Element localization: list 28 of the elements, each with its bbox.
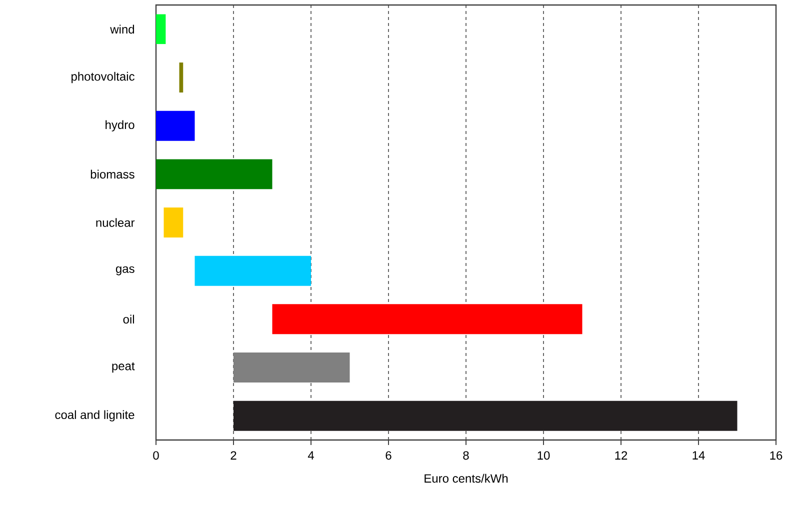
bar [234, 352, 350, 382]
y-tick-label: nuclear [96, 218, 135, 227]
bar [156, 14, 166, 44]
x-tick-label: 16 [770, 451, 782, 460]
y-tick-label: peat [112, 362, 135, 373]
bar [156, 110, 195, 141]
y-tick-label: coal and lignite [55, 410, 134, 422]
x-tick-label: 0 [153, 451, 159, 460]
y-tick-label: wind [110, 24, 134, 34]
y-tick-label: oil [123, 314, 134, 324]
x-tick-label: 8 [463, 451, 469, 460]
bar [179, 62, 184, 92]
x-tick-label: 2 [230, 451, 236, 460]
x-tick-label: 4 [308, 451, 314, 460]
x-tick-label: 10 [538, 451, 550, 460]
y-tick-label: biomass [90, 170, 134, 179]
y-tick-label: hydro [106, 120, 134, 132]
y-tick-label: gas [116, 266, 134, 276]
bar [272, 304, 582, 334]
x-tick-label: 14 [692, 451, 705, 460]
bar [194, 256, 312, 286]
x-tick-label: 12 [615, 451, 628, 460]
x-tick-label: 6 [386, 451, 392, 460]
x-axis-title: Euro cents/kWh [424, 474, 508, 483]
bar [234, 400, 738, 431]
y-tick-label: photovoltaic [72, 72, 134, 84]
bar [156, 159, 272, 190]
bar [164, 208, 184, 238]
